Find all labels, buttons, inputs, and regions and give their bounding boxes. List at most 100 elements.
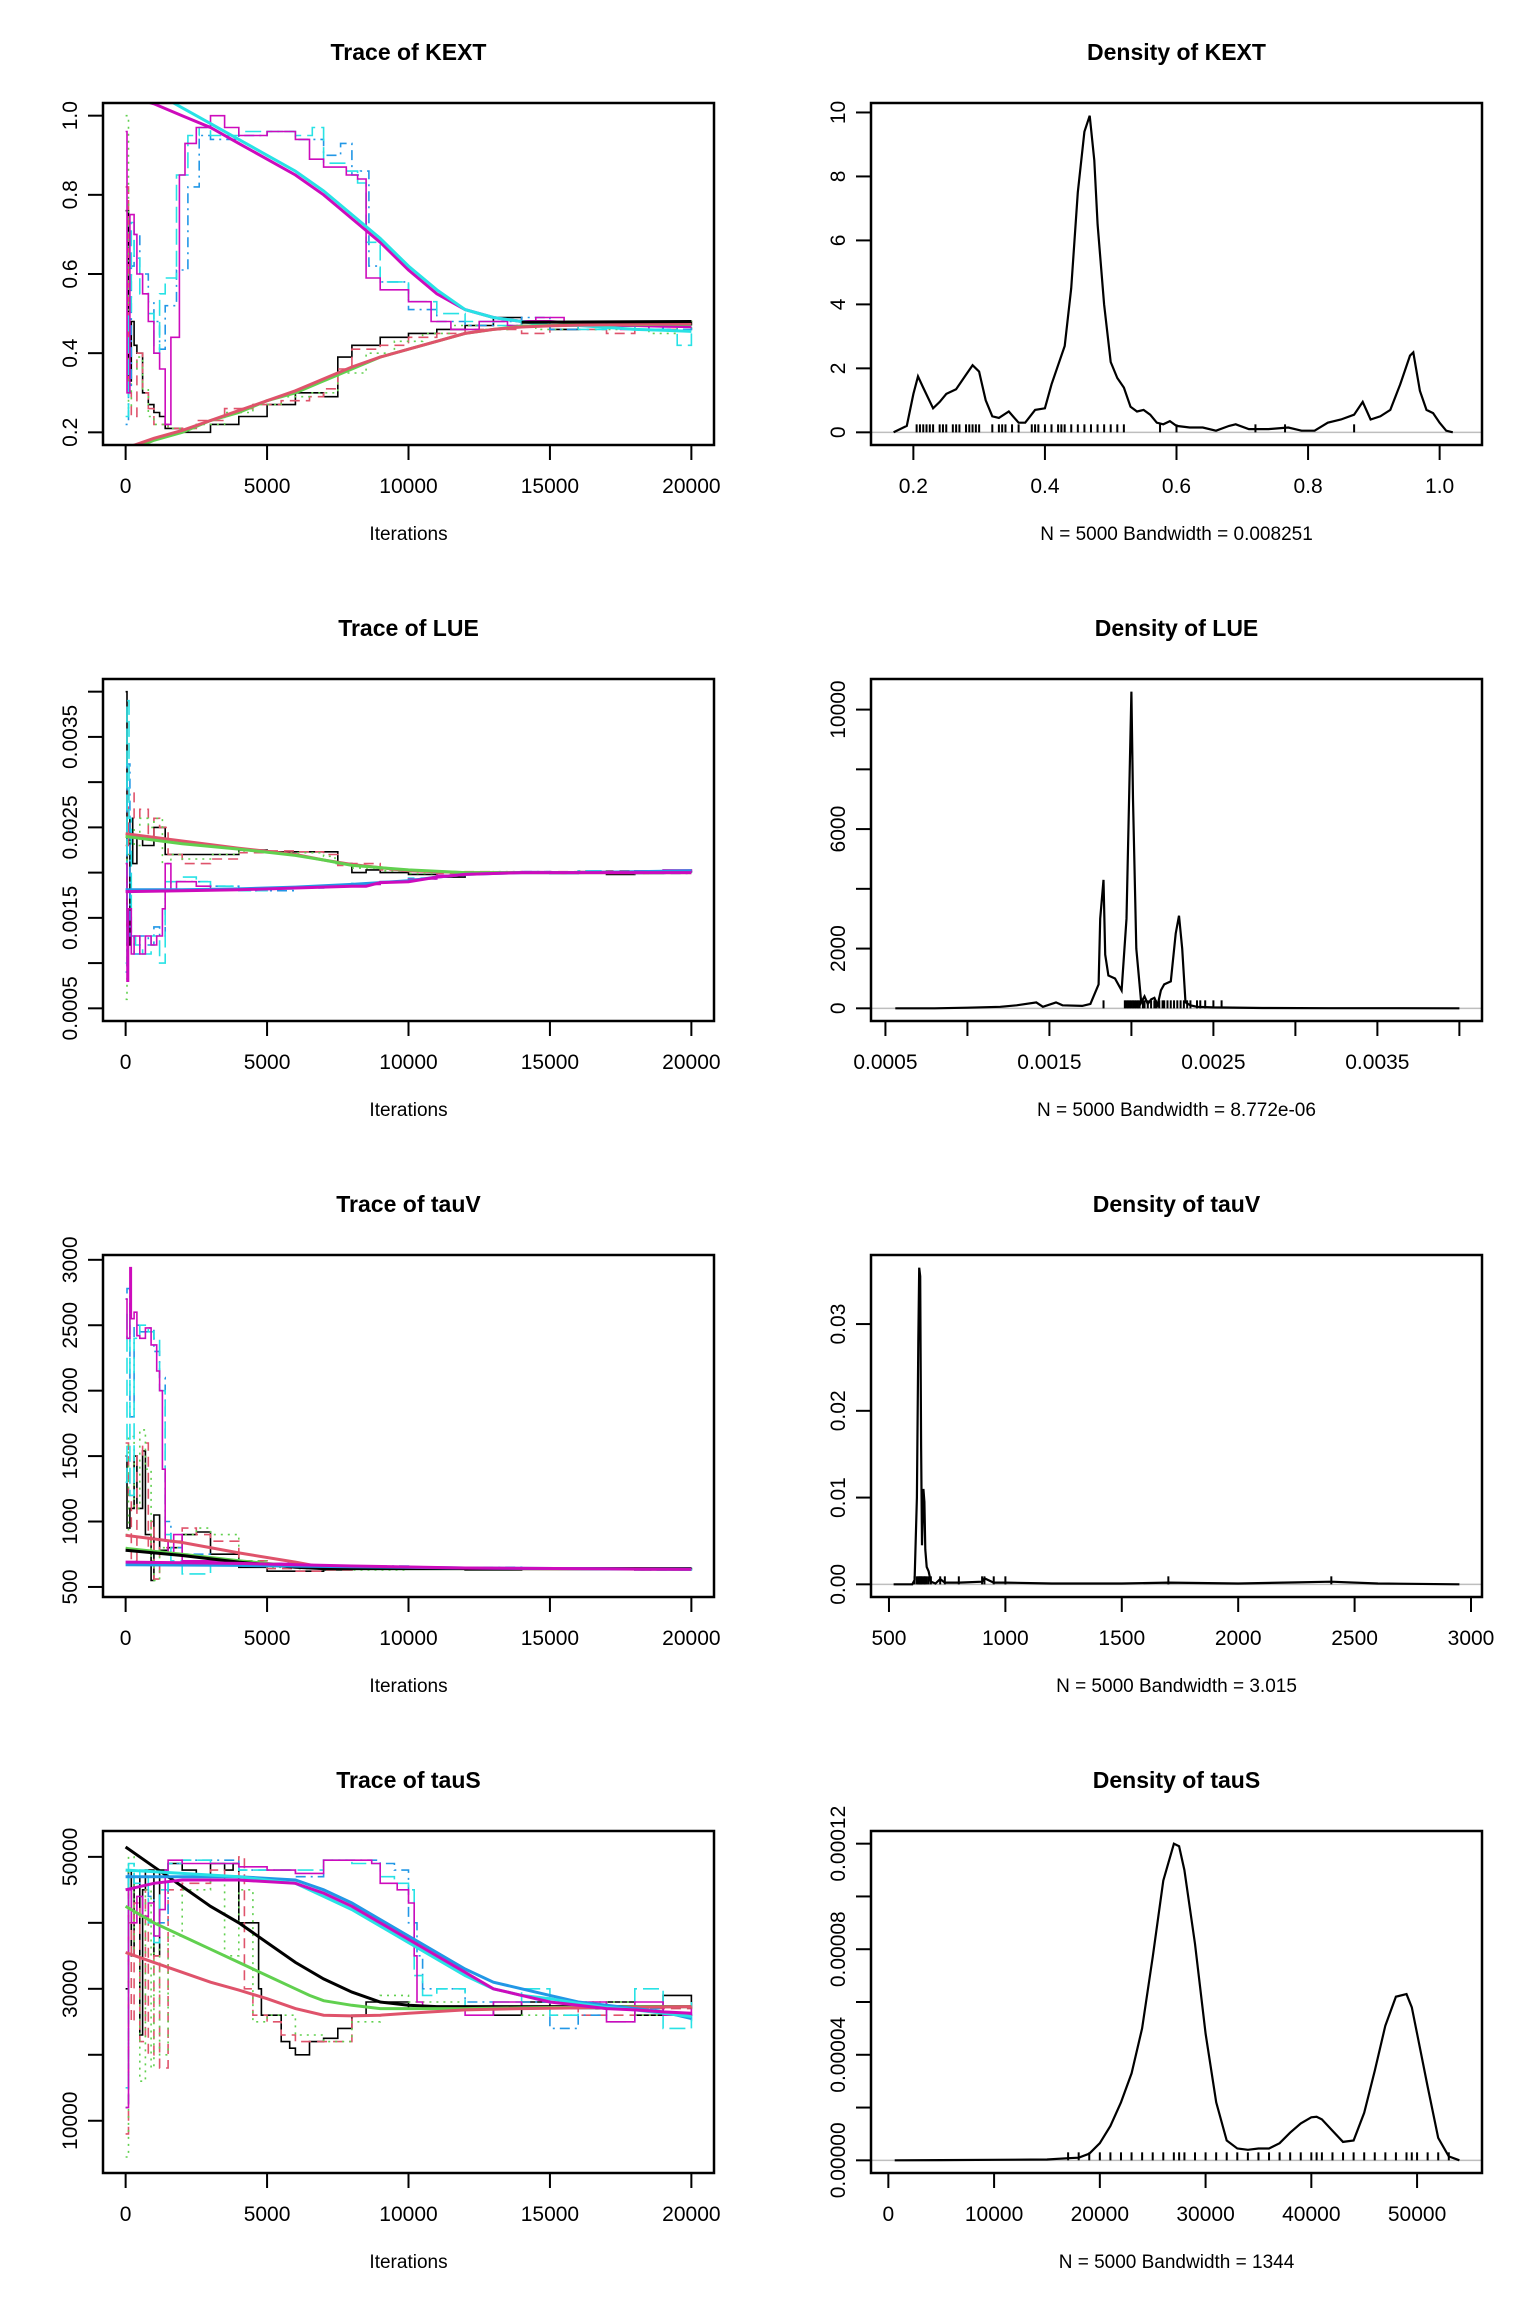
trace-line-2 <box>125 114 693 430</box>
y-tick-label: 10000 <box>59 2092 82 2150</box>
plot-frame <box>101 677 716 1023</box>
chart-density-of-tauv: Density of tauV 500 1000 1500 2000 2500 3000 0.… <box>827 1191 1495 1697</box>
y-tick-label: 3000 <box>59 1236 82 1283</box>
panel-density-of-lue: Density of LUE 0.0005 0.0015 0.0025 0.0035 0 2… <box>768 576 1536 1152</box>
panel-trace-of-lue: Trace of LUE 0 5000 10000 15000 20000 0.0005 0.… <box>0 576 768 1152</box>
x-tick-label: 2000 <box>1215 1627 1262 1650</box>
running-mean-line-10 <box>125 1560 692 1571</box>
running-mean-line-9 <box>130 322 692 445</box>
y-tick-label: 1000 <box>59 1498 82 1545</box>
chart-title: Density of LUE <box>1095 615 1259 641</box>
trace-line-5 <box>125 1859 693 2109</box>
x-tick-label: 20000 <box>662 1627 720 1650</box>
y-tick-label: 0.03 <box>827 1304 850 1345</box>
y-tick-label: 2000 <box>827 925 850 972</box>
x-tick-label: 20000 <box>662 475 720 498</box>
y-tick-label: 0.0035 <box>59 705 82 769</box>
y-tick-label: 2 <box>827 363 850 375</box>
plot-area <box>871 115 1482 434</box>
chart-title: Density of tauS <box>1093 1767 1260 1793</box>
x-tick-label: 30000 <box>1176 2203 1234 2226</box>
plot-area <box>871 1842 1482 2162</box>
x-tick-label: 15000 <box>521 1627 579 1650</box>
y-tick-label: 0.00012 <box>827 1806 850 1882</box>
x-tick-label: 1000 <box>982 1627 1029 1650</box>
y-tick-label: 10000 <box>827 680 850 738</box>
chart-trace-of-lue: Trace of LUE 0 5000 10000 15000 20000 0.0005 0.… <box>59 615 721 1121</box>
trace-line-5 <box>125 1266 692 1571</box>
density-curve <box>895 691 1460 1010</box>
y-tick-label: 0.00004 <box>827 2017 850 2093</box>
trace-line-3 <box>125 130 693 426</box>
plot-area <box>125 690 693 1001</box>
y-tick-label: 1.0 <box>59 101 82 130</box>
trace-line-2 <box>125 817 693 1001</box>
trace-line-0 <box>125 690 693 946</box>
x-axis-label: Iterations <box>369 1100 447 1121</box>
x-tick-label: 0.6 <box>1162 475 1191 498</box>
y-tick-label: 0.0015 <box>59 886 82 950</box>
x-tick-label: 20000 <box>662 2203 720 2226</box>
y-tick-label: 0.8 <box>59 180 82 209</box>
y-tick-label: 0.00000 <box>827 2122 850 2198</box>
y-tick-label: 6000 <box>827 806 850 853</box>
x-tick-label: 10000 <box>379 475 437 498</box>
trace-line-3 <box>125 1287 693 1571</box>
chart-title: Density of tauV <box>1093 1191 1261 1217</box>
x-tick-label: 0.0025 <box>1181 1051 1245 1074</box>
density-curve <box>893 1267 1460 1586</box>
chart-title: Trace of tauV <box>336 1191 481 1217</box>
running-mean-line-6 <box>125 832 692 875</box>
x-tick-label: 10000 <box>379 2203 437 2226</box>
x-tick-label: 15000 <box>521 1051 579 1074</box>
plot-area <box>125 103 693 445</box>
chart-density-of-lue: Density of LUE 0.0005 0.0015 0.0025 0.0035 0 2… <box>827 615 1484 1121</box>
y-tick-label: 0.2 <box>59 418 82 447</box>
plot-area <box>871 691 1482 1010</box>
x-axis-label: N = 5000 Bandwidth = 3.015 <box>1056 1676 1297 1697</box>
x-tick-label: 10000 <box>379 1051 437 1074</box>
x-tick-label: 40000 <box>1282 2203 1340 2226</box>
x-tick-label: 0.0005 <box>853 1051 917 1074</box>
chart-trace-of-kext: Trace of KEXT 0 5000 10000 15000 20000 0.2 0.4 0… <box>59 39 721 545</box>
y-tick-label: 8 <box>827 171 850 183</box>
running-mean-line-9 <box>125 871 692 894</box>
x-tick-label: 0 <box>120 1627 132 1650</box>
panel-density-of-tauv: Density of tauV 500 1000 1500 2000 2500 3000 0.… <box>768 1152 1536 1728</box>
running-mean-line-11 <box>125 1878 692 2015</box>
x-tick-label: 0 <box>882 2203 894 2226</box>
y-tick-label: 0.01 <box>827 1477 850 1518</box>
trace-line-4 <box>125 699 693 964</box>
density-curve <box>894 1842 1460 2162</box>
x-tick-label: 10000 <box>965 2203 1023 2226</box>
y-tick-label: 6 <box>827 235 850 247</box>
x-tick-label: 5000 <box>244 475 291 498</box>
panel-trace-of-taus: Trace of tauS 0 5000 10000 15000 20000 10000 30… <box>0 1728 768 2304</box>
y-tick-label: 0.4 <box>59 338 82 368</box>
y-tick-label: 2000 <box>59 1367 82 1414</box>
x-tick-label: 20000 <box>662 1051 720 1074</box>
x-tick-label: 0.8 <box>1293 475 1322 498</box>
x-tick-label: 5000 <box>244 2203 291 2226</box>
x-tick-label: 50000 <box>1388 2203 1446 2226</box>
plot-frame <box>869 101 1484 447</box>
y-tick-label: 4 <box>827 298 850 310</box>
chart-density-of-kext: Density of KEXT 0.2 0.4 0.6 0.8 1.0 0 2 4 6 8 10 N =… <box>827 39 1484 545</box>
x-tick-label: 0.0015 <box>1017 1051 1081 1074</box>
x-tick-label: 1.0 <box>1425 475 1454 498</box>
x-tick-label: 5000 <box>244 1627 291 1650</box>
x-tick-label: 1500 <box>1098 1627 1145 1650</box>
x-axis-label: Iterations <box>369 2252 447 2273</box>
chart-title: Trace of LUE <box>338 615 479 641</box>
chart-trace-of-tauv: Trace of tauV 0 5000 10000 15000 20000 500 1000… <box>59 1191 721 1697</box>
y-tick-label: 0.6 <box>59 259 82 288</box>
x-tick-label: 5000 <box>244 1051 291 1074</box>
x-tick-label: 15000 <box>521 2203 579 2226</box>
chart-trace-of-taus: Trace of tauS 0 5000 10000 15000 20000 10000 30… <box>59 1767 721 2273</box>
x-tick-label: 3000 <box>1448 1627 1495 1650</box>
x-axis-label: Iterations <box>369 1676 447 1697</box>
x-tick-label: 10000 <box>379 1627 437 1650</box>
x-tick-label: 15000 <box>521 475 579 498</box>
x-tick-label: 0.2 <box>899 475 928 498</box>
